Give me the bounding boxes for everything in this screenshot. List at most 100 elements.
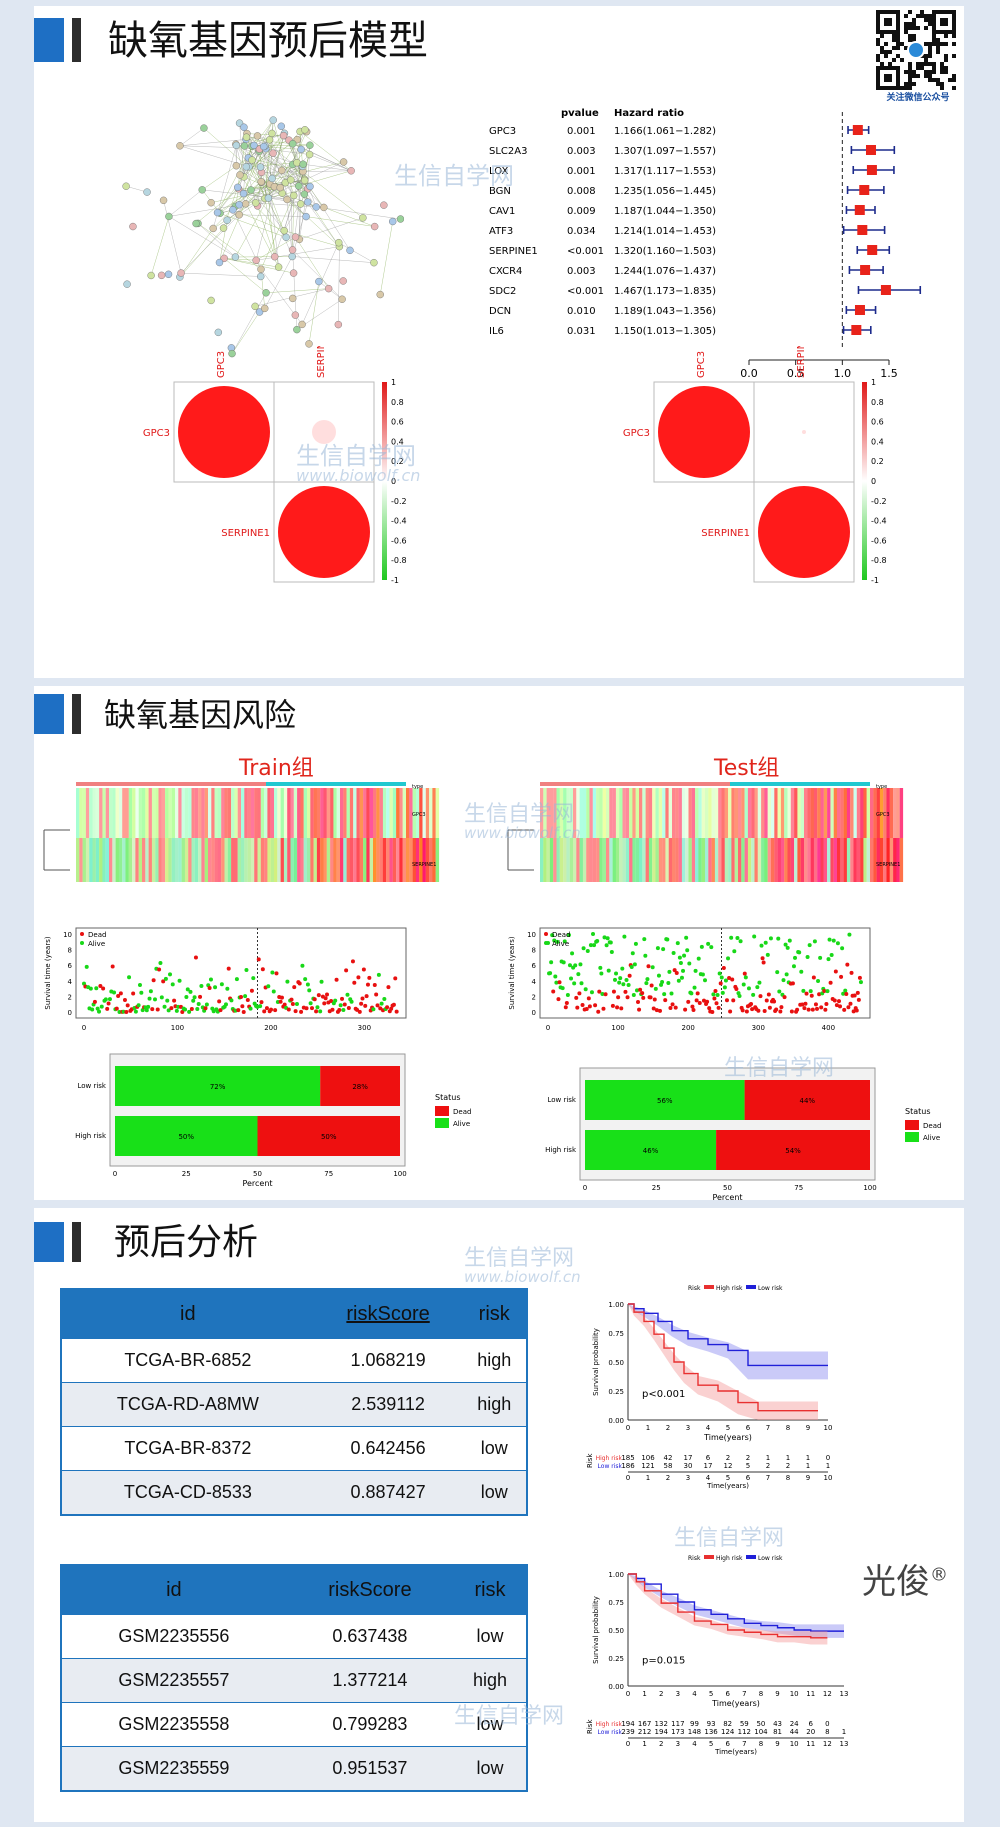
heat-cell [747, 788, 752, 838]
heat-cell [619, 838, 623, 882]
heat-cell [652, 838, 656, 882]
scatter-point [226, 966, 231, 971]
network-edge [290, 179, 309, 203]
network-node [389, 217, 397, 226]
km-table-high-count: 2 [746, 1454, 750, 1462]
scatter-ytick: 0 [68, 1009, 72, 1017]
scatter-point [131, 991, 136, 996]
scatter-point [801, 988, 806, 993]
heat-cell [85, 838, 90, 882]
heat-cell [425, 838, 430, 882]
network-node [269, 149, 277, 157]
heat-cell [231, 838, 235, 882]
heat-cell [777, 838, 781, 882]
heat-cell [579, 788, 583, 838]
scatter-point [95, 1006, 100, 1011]
scatter-point [300, 963, 305, 968]
network-edge [256, 246, 340, 261]
scatter-point [790, 981, 795, 986]
scatter-point [262, 1009, 267, 1014]
qr-module [952, 86, 956, 90]
corr-colorbar [862, 382, 867, 580]
km-ytick: 0.00 [608, 1683, 624, 1691]
qr-finder [940, 18, 948, 26]
network-node [213, 208, 222, 217]
qr-module [928, 62, 932, 66]
scatter-legend-dot [80, 932, 84, 936]
bar-legend-dead: Dead [453, 1108, 471, 1116]
km-table-high-count: 1 [786, 1454, 790, 1462]
scatter-point [795, 1007, 800, 1012]
qr-module [952, 54, 956, 58]
scatter-point [382, 997, 387, 1002]
qr-module [936, 82, 940, 86]
cell-id: TCGA-BR-8372 [61, 1426, 314, 1471]
heat-cell [678, 838, 682, 882]
qr-module [908, 70, 912, 74]
network-edge [179, 139, 246, 147]
km-xtick: 9 [775, 1690, 779, 1698]
heat-cell [184, 788, 189, 838]
scatter-point [619, 1006, 624, 1011]
scatter-point [147, 996, 152, 1001]
scatter-point [315, 1005, 320, 1010]
scatter-point [110, 964, 115, 969]
scatter-point [643, 953, 648, 958]
network-node [305, 340, 313, 348]
forest-point [854, 305, 865, 315]
network-edge [179, 228, 214, 278]
km-legend-high-swatch [704, 1285, 714, 1289]
qr-module [896, 42, 900, 46]
km-table-low-count: 81 [773, 1728, 782, 1736]
scatter-point [329, 998, 334, 1003]
scatter-point [587, 1004, 592, 1009]
scatter-point [161, 979, 166, 984]
network-node [253, 132, 262, 140]
heat-cell [267, 838, 271, 882]
heat-cell [148, 838, 152, 882]
km-table-xtick: 2 [666, 1474, 670, 1482]
scatter-point [361, 967, 366, 972]
corr-col-label: GPC3 [216, 351, 227, 378]
qr-module [952, 34, 956, 38]
heat-cell [744, 838, 748, 882]
cell-riskscore: 0.799283 [285, 1702, 454, 1747]
network-edge [266, 288, 329, 294]
scatter-point [185, 987, 190, 992]
qr-module [912, 70, 916, 74]
heat-cell [132, 788, 136, 838]
qr-module [880, 34, 884, 38]
cell-riskscore: 1.377214 [285, 1658, 454, 1703]
forest-hr-text: 1.150(1.013−1.305) [614, 326, 716, 337]
scatter-point [672, 968, 677, 973]
scatter-point [360, 996, 365, 1001]
scatter-point [809, 993, 814, 998]
km-ylabel: Survival probability [592, 1596, 600, 1664]
qr-module [912, 74, 916, 78]
scatter-point [691, 1008, 696, 1013]
scatter-point [826, 957, 831, 962]
qr-module [888, 50, 892, 54]
heat-cell [629, 838, 633, 882]
km-legend-low: Low risk [758, 1555, 783, 1562]
network-node [220, 254, 228, 263]
heat-cell [883, 788, 887, 838]
heat-cell [422, 788, 426, 838]
qr-module [952, 42, 956, 46]
heat-cell [399, 838, 403, 882]
heat-cell [161, 838, 166, 882]
scatter-point [818, 955, 823, 960]
cell-risk: low [454, 1702, 527, 1747]
network-edge [279, 131, 307, 188]
heat-cell [744, 788, 748, 838]
scatter-point [367, 975, 372, 980]
qr-module [908, 62, 912, 66]
km-table-xtick: 7 [766, 1474, 770, 1482]
heat-gene-label: SERPINE1 [412, 862, 436, 868]
scatter-point [229, 998, 234, 1003]
heat-cell [382, 838, 387, 882]
scatter-point [208, 977, 213, 982]
qr-code[interactable] [876, 10, 956, 90]
heat-cell [310, 788, 314, 838]
heat-cell [843, 838, 847, 882]
